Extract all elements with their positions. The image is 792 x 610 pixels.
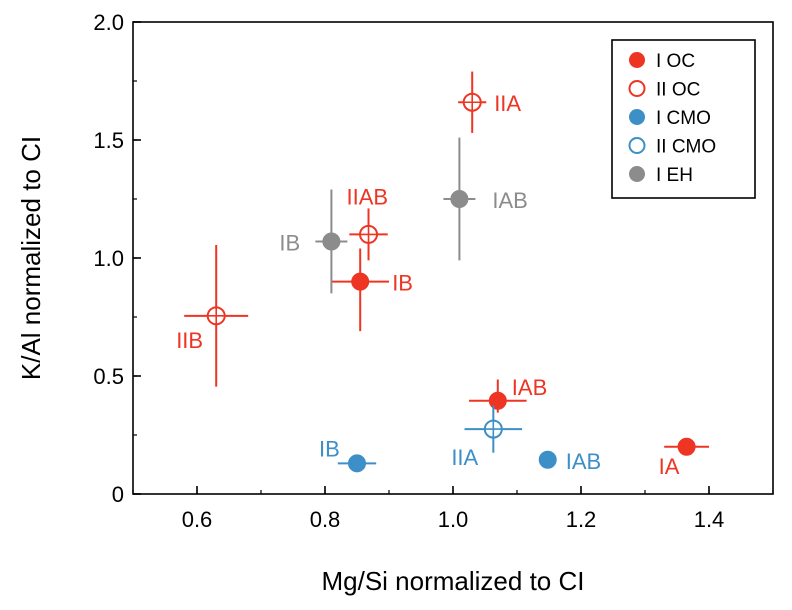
point-label: IB	[319, 436, 340, 461]
legend-item: II OC	[628, 80, 700, 101]
legend-item: II CMO	[628, 137, 716, 158]
x-tick-label: 0.6	[182, 507, 213, 532]
x-tick-label: 0.8	[310, 507, 341, 532]
x-tick-label: 1.0	[438, 507, 469, 532]
legend-item: I OC	[629, 51, 695, 72]
point-label: IA	[659, 454, 680, 479]
y-tick-label: 0	[112, 482, 124, 507]
legend-marker	[629, 52, 645, 68]
legend-label: II CMO	[656, 137, 716, 158]
x-axis: 0.6 0.8 1.0 1.2 1.4	[132, 486, 774, 532]
legend: I OC II OC I CMO II CMO I EH	[611, 39, 756, 199]
data-point	[322, 232, 341, 251]
point-label: IB	[392, 271, 413, 296]
x-axis-label: Mg/Si normalized to CI	[322, 566, 585, 596]
data-point	[348, 454, 366, 473]
y-tick-label: 1.5	[93, 128, 124, 153]
legend-marker	[629, 166, 645, 182]
series-ii-cmo: IIA	[451, 405, 523, 470]
y-tick-label: 0.5	[93, 364, 124, 389]
series-i-eh: IB IAB	[279, 137, 528, 294]
legend-label: I CMO	[656, 108, 711, 129]
data-point	[538, 450, 557, 469]
legend-marker	[628, 80, 646, 97]
legend-item: I EH	[629, 165, 693, 186]
legend-label: I OC	[656, 51, 695, 72]
data-point	[677, 437, 696, 456]
point-label: IAB	[492, 188, 527, 213]
x-tick-label: 1.4	[694, 507, 725, 532]
x-tick-label: 1.2	[566, 507, 597, 532]
point-label: IIAB	[347, 184, 389, 209]
series-i-cmo: IB IAB	[319, 436, 601, 473]
legend-marker	[629, 109, 645, 125]
point-label: IIA	[451, 445, 478, 470]
legend-label: II OC	[656, 80, 700, 101]
data-point	[488, 391, 507, 410]
series-ii-oc: IIB IIAB IIA	[176, 71, 521, 387]
y-tick-label: 1.0	[93, 246, 124, 271]
y-tick-label: 2.0	[93, 10, 124, 35]
point-label: IB	[279, 230, 300, 255]
y-axis: 0 0.5 1.0 1.5 2.0	[93, 10, 141, 507]
y-axis-label: K/Al normalized to CI	[16, 136, 46, 380]
point-label: IAB	[512, 375, 547, 400]
data-point	[450, 190, 469, 208]
legend-marker	[628, 137, 646, 154]
data-points: IB IAB IA IIB IIAB IIA IB IAB IIA IB IAB	[176, 71, 709, 479]
point-label: IAB	[566, 449, 601, 474]
legend-label: I EH	[656, 165, 693, 186]
point-label: IIB	[176, 328, 203, 353]
legend-item: I CMO	[629, 108, 711, 129]
series-i-oc: IB IAB IA	[331, 248, 709, 479]
data-point	[351, 272, 370, 291]
point-label: IIA	[494, 91, 521, 116]
